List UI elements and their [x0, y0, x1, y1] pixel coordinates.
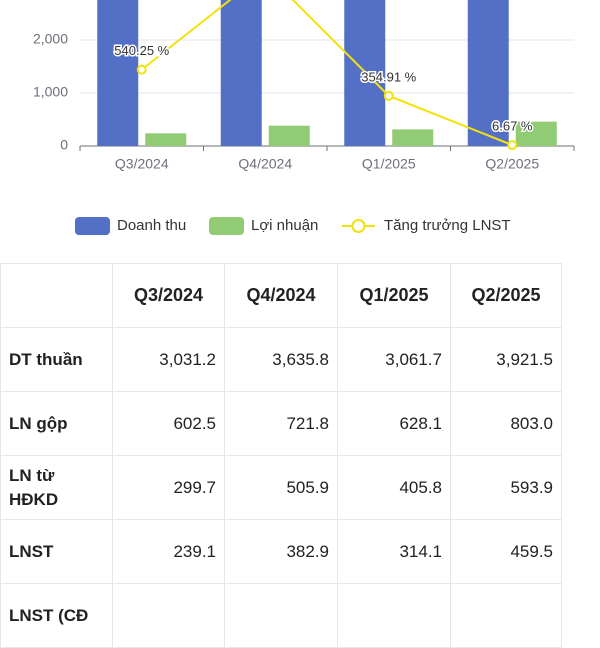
row-label: DT thuần: [0, 327, 113, 392]
line-point: [507, 140, 518, 151]
table-cell: 3,031.2: [112, 327, 225, 392]
table-row: LN gộp 602.5 721.8 628.1 803.0: [0, 391, 562, 456]
x-tick-label: Q1/2025: [362, 156, 416, 172]
table-cell: 3,921.5: [450, 327, 562, 392]
x-tick-label: Q3/2024: [115, 156, 169, 172]
data-table: Q3/2024 Q4/2024 Q1/2025 Q2/2025 DT thuần 3,03…: [0, 263, 562, 648]
table-cell: 3,061.7: [337, 327, 451, 392]
table-cell: 239.1: [112, 519, 225, 584]
table-cell: 803.0: [450, 391, 562, 456]
legend-swatch: [75, 217, 110, 235]
table-cell: 628.1: [337, 391, 451, 456]
legend-label: Lợi nhuận: [251, 217, 318, 234]
table-cell: 721.8: [224, 391, 338, 456]
table-corner: [0, 263, 113, 328]
column-header: Q3/2024: [112, 263, 225, 328]
table-cell: 382.9: [224, 519, 338, 584]
bar: [268, 125, 310, 146]
table-cell: 602.5: [112, 391, 225, 456]
table-cell: 299.7: [112, 455, 225, 520]
table-cell: 405.8: [337, 455, 451, 520]
bar: [220, 0, 262, 147]
value-label: 6.67 %: [492, 118, 533, 133]
line-point: [383, 90, 394, 101]
table-row: LNST 239.1 382.9 314.1 459.5: [0, 519, 562, 584]
line-point: [136, 64, 147, 75]
table-cell: 505.9: [224, 455, 338, 520]
table-cell: [224, 583, 338, 648]
table-cell: 459.5: [450, 519, 562, 584]
row-label: LN gộp: [0, 391, 113, 456]
table-cell: [112, 583, 225, 648]
table-cell: [337, 583, 451, 648]
column-header: Q4/2024: [224, 263, 338, 328]
bar: [392, 129, 434, 146]
row-label: LNST: [0, 519, 113, 584]
bar: [97, 0, 139, 146]
y-tick-label: 1,000: [33, 84, 68, 100]
table-cell: 3,635.8: [224, 327, 338, 392]
page: 01,0002,0003,0004,000Q3/2024Q4/2024Q1/20…: [0, 0, 575, 648]
table-header-row: Q3/2024 Q4/2024 Q1/2025 Q2/2025: [0, 263, 562, 328]
value-label: 354.91 %: [361, 69, 416, 84]
table-cell: [450, 583, 562, 648]
line: [141, 0, 513, 146]
y-tick-label: 2,000: [33, 31, 68, 47]
table-row: LNST (CĐ: [0, 583, 562, 648]
table-cell: 314.1: [337, 519, 451, 584]
legend-label: Tăng trưởng LNST: [384, 217, 511, 234]
bar: [467, 0, 509, 147]
column-header: Q2/2025: [450, 263, 562, 328]
table-cell: 593.9: [450, 455, 562, 520]
x-tick-label: Q2/2025: [485, 156, 539, 172]
legend-label: Doanh thu: [117, 217, 186, 234]
bar: [515, 121, 557, 146]
column-header: Q1/2025: [337, 263, 451, 328]
legend-swatch: [209, 217, 244, 235]
legend-swatch: [351, 219, 366, 233]
value-label: 540.25 %: [114, 43, 169, 58]
row-label: LN từ HĐKD: [0, 455, 113, 520]
bar: [145, 133, 187, 146]
table-row: DT thuần 3,031.2 3,635.8 3,061.7 3,921.5: [0, 327, 562, 392]
row-label: LNST (CĐ: [0, 583, 113, 648]
y-tick-label: 0: [60, 137, 68, 153]
x-tick-label: Q4/2024: [238, 156, 292, 172]
chart: 01,0002,0003,0004,000Q3/2024Q4/2024Q1/20…: [33, 0, 575, 235]
table-row: LN từ HĐKD 299.7 505.9 405.8 593.9: [0, 455, 562, 520]
